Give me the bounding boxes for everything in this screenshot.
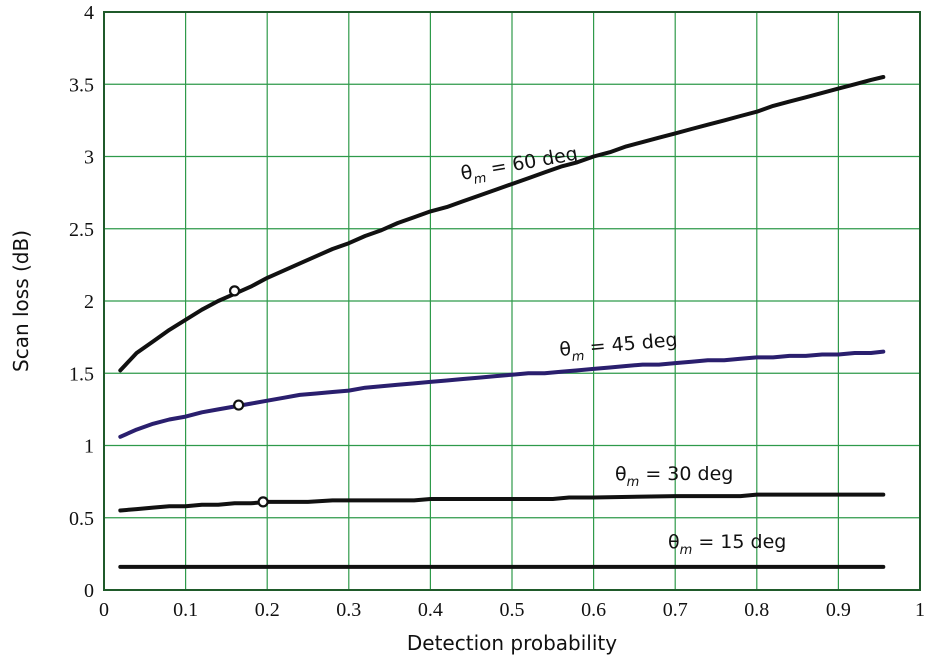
x-tick-label: 0.5	[500, 599, 525, 621]
series-markers	[228, 285, 269, 508]
x-tick-label: 1	[915, 599, 925, 621]
x-tick-label: 0.8	[744, 599, 769, 621]
y-tick-label: 1	[84, 436, 94, 458]
plot-frame	[103, 11, 921, 591]
x-tick-label: 0.4	[418, 599, 443, 621]
series-marker-0	[228, 285, 241, 297]
y-axis-label: Scan loss (dB)	[9, 230, 33, 372]
y-tick-label: 3.5	[69, 74, 94, 96]
series-lines	[118, 75, 886, 569]
x-axis-label: Detection probability	[407, 631, 617, 655]
y-tick-labels: 0 0.5 1 1.5 2 2.5 3 3.5 4	[69, 2, 94, 602]
x-tick-label: 0.1	[173, 599, 198, 621]
x-tick-label: 0	[99, 599, 109, 621]
y-tick-label: 2.5	[69, 219, 94, 241]
series-label-3: θm = 15 deg	[668, 531, 786, 558]
series-marker-1	[233, 399, 245, 411]
y-tick-label: 3	[84, 147, 94, 169]
x-tick-label: 0.2	[255, 599, 280, 621]
x-tick-label: 0.7	[663, 599, 688, 621]
x-tick-labels: 0 0.1 0.2 0.3 0.4 0.5 0.6 0.7 0.8 0.9 1	[99, 599, 925, 621]
x-tick-label: 0.3	[336, 599, 361, 621]
y-tick-label: 0	[84, 580, 94, 602]
y-tick-label: 1.5	[69, 363, 94, 385]
x-tick-label: 0.9	[826, 599, 851, 621]
y-tick-label: 2	[84, 291, 94, 313]
series-line-0	[118, 75, 886, 373]
x-tick-label: 0.6	[581, 599, 606, 621]
series-label-1: θm = 45 deg	[559, 329, 679, 366]
y-tick-label: 0.5	[69, 508, 94, 530]
series-line-1	[118, 349, 886, 439]
y-tick-label: 4	[84, 2, 94, 24]
series-marker-2	[257, 496, 269, 508]
series-label-2: θm = 30 deg	[615, 463, 733, 490]
series-line-2	[118, 492, 886, 513]
